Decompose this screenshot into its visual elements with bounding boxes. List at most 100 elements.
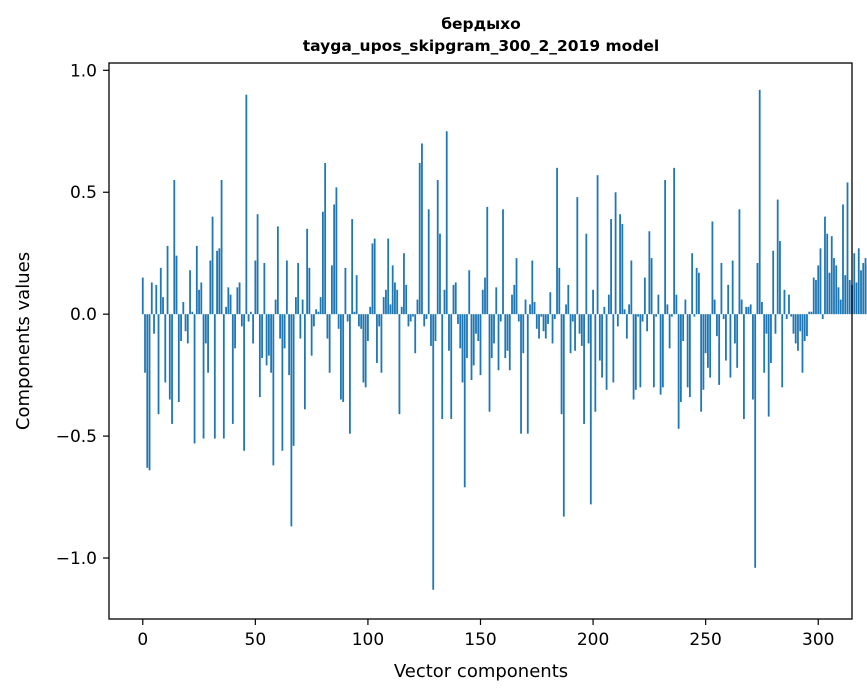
bar-40 <box>231 314 234 424</box>
bar-76 <box>312 314 315 327</box>
bar-272 <box>754 314 757 568</box>
bar-220 <box>637 314 640 317</box>
bar-201 <box>594 314 597 412</box>
bar-173 <box>531 260 534 315</box>
bar-66 <box>290 314 293 527</box>
bar-11 <box>166 245 169 315</box>
bar-226 <box>650 258 653 315</box>
bar-98 <box>362 314 365 383</box>
bar-74 <box>308 267 311 315</box>
bar-267 <box>743 314 745 420</box>
bar-139 <box>454 282 457 315</box>
bar-86 <box>335 187 338 315</box>
y-tick-label: 0.5 <box>70 183 97 203</box>
bar-154 <box>488 314 491 412</box>
bar-7 <box>157 314 160 415</box>
bar-1 <box>144 314 146 373</box>
bar-230 <box>659 314 662 395</box>
y-axis-ticks: −1.0 −0.5 0.0 0.5 1.0 <box>56 61 109 569</box>
bar-137 <box>450 314 453 420</box>
bar-177 <box>540 314 543 317</box>
bar-191 <box>571 314 574 322</box>
bar-212 <box>619 214 621 315</box>
bar-13 <box>171 314 173 424</box>
bar-51 <box>256 214 259 315</box>
bar-198 <box>587 314 590 344</box>
bar-294 <box>803 314 806 341</box>
bar-268 <box>745 306 748 315</box>
bar-261 <box>729 314 732 378</box>
bar-12 <box>168 314 171 400</box>
bar-41 <box>234 314 236 349</box>
bar-15 <box>175 255 178 315</box>
bar-202 <box>596 175 599 315</box>
bar-166 <box>515 258 518 315</box>
bar-126 <box>425 314 428 320</box>
bar-83 <box>328 314 331 373</box>
bar-174 <box>533 301 536 315</box>
bar-64 <box>285 260 288 315</box>
bar-63 <box>283 314 286 349</box>
bar-16 <box>177 314 180 402</box>
bar-148 <box>475 314 477 334</box>
bar-91 <box>346 314 349 322</box>
bar-279 <box>770 314 772 363</box>
bar-214 <box>623 309 626 315</box>
bar-111 <box>391 265 394 315</box>
x-tick-label: 50 <box>245 630 267 650</box>
bar-113 <box>396 289 399 315</box>
bar-313 <box>846 182 849 315</box>
bar-36 <box>222 314 225 439</box>
bar-79 <box>319 297 322 315</box>
bar-175 <box>535 314 538 329</box>
bar-75 <box>310 314 313 356</box>
bar-61 <box>279 314 282 339</box>
bar-244 <box>691 253 694 315</box>
bar-317 <box>855 282 858 315</box>
bar-60 <box>276 226 279 315</box>
bar-50 <box>254 260 257 315</box>
bar-287 <box>788 294 790 315</box>
bar-186 <box>560 314 563 415</box>
bar-92 <box>349 314 351 434</box>
bar-90 <box>344 267 347 315</box>
bar-68 <box>294 297 297 315</box>
bar-298 <box>812 277 815 315</box>
bar-236 <box>673 167 676 315</box>
bar-107 <box>382 297 385 315</box>
bar-172 <box>529 304 531 315</box>
bar-43 <box>238 282 241 315</box>
bar-257 <box>720 262 723 315</box>
bar-3 <box>148 314 151 471</box>
bar-128 <box>430 314 432 346</box>
bar-184 <box>556 167 558 315</box>
bar-176 <box>538 314 540 339</box>
bar-73 <box>306 228 309 315</box>
x-tick-label: 0 <box>137 630 148 650</box>
bar-97 <box>360 314 363 329</box>
bar-307 <box>833 258 835 315</box>
bar-2 <box>146 314 149 468</box>
bar-270 <box>749 304 752 315</box>
bar-249 <box>702 314 705 390</box>
bar-235 <box>670 314 673 317</box>
bar-151 <box>481 289 484 315</box>
bar-266 <box>740 299 743 315</box>
bar-164 <box>511 294 513 315</box>
bar-321 <box>864 258 867 315</box>
bar-series <box>141 89 867 590</box>
bar-273 <box>756 262 759 315</box>
bar-274 <box>758 89 761 315</box>
bar-188 <box>565 304 567 315</box>
bar-157 <box>495 287 498 315</box>
bar-136 <box>448 314 450 351</box>
bar-100 <box>367 314 369 341</box>
bar-195 <box>580 314 583 346</box>
bar-209 <box>612 314 615 383</box>
bar-89 <box>342 314 345 402</box>
bar-185 <box>558 267 561 315</box>
y-axis-label: Components values <box>13 252 34 430</box>
bar-286 <box>785 314 788 320</box>
bar-146 <box>470 314 473 381</box>
bar-320 <box>862 262 865 315</box>
